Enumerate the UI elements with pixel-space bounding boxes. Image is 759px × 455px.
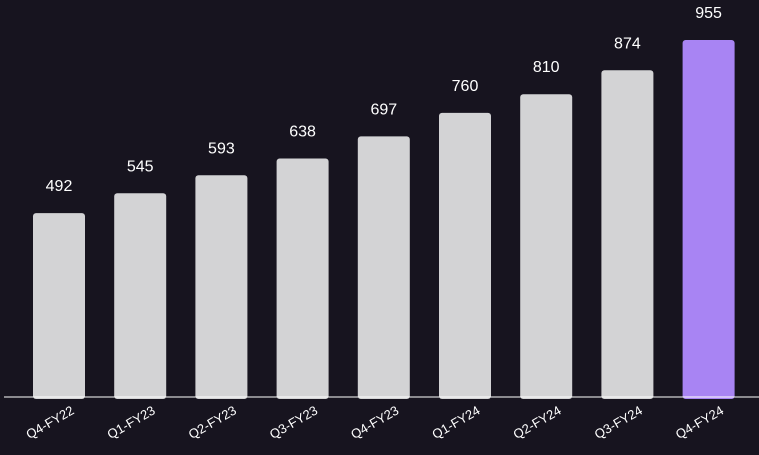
value-label: 697 [370,101,397,118]
bar-q3-fy23 [276,158,329,399]
bar-q3-fy24 [601,70,654,400]
x-tick-label: Q3-FY23 [267,403,320,442]
value-label: 593 [208,140,235,157]
x-tick-label: Q1-FY23 [105,403,158,442]
bar-q1-fy24 [439,112,491,400]
x-tick-label: Q2-FY24 [511,403,564,442]
value-label: 955 [695,5,722,22]
value-label: 874 [614,35,641,52]
bar-q2-fy23 [195,175,248,399]
bar-q1-fy23 [114,193,167,399]
value-label: 760 [452,78,479,95]
value-labels-layer: 492 545 593 638 697 760 810 874 955 [46,5,722,195]
bar-q4-fy22 [33,213,85,399]
value-label: 638 [289,124,316,141]
bar-q4-fy23 [357,136,410,399]
value-label: 810 [533,59,560,76]
x-tick-label: Q4-FY24 [673,403,726,442]
x-tick-label: Q3-FY24 [592,403,645,442]
x-tick-label: Q1-FY24 [429,403,482,442]
x-tick-label: Q4-FY22 [23,403,76,442]
tick-labels-layer: Q4-FY22 Q1-FY23 Q2-FY23 Q3-FY23 Q4-FY23 Q1-FY… [23,403,726,442]
value-label: 492 [46,178,73,195]
x-tick-label: Q4-FY23 [348,403,401,442]
x-tick-label: Q2-FY23 [186,403,239,442]
bar-q2-fy24 [520,94,573,399]
bars-layer [33,40,735,400]
bar-q4-fy24 [682,40,735,399]
value-label: 545 [127,158,154,175]
